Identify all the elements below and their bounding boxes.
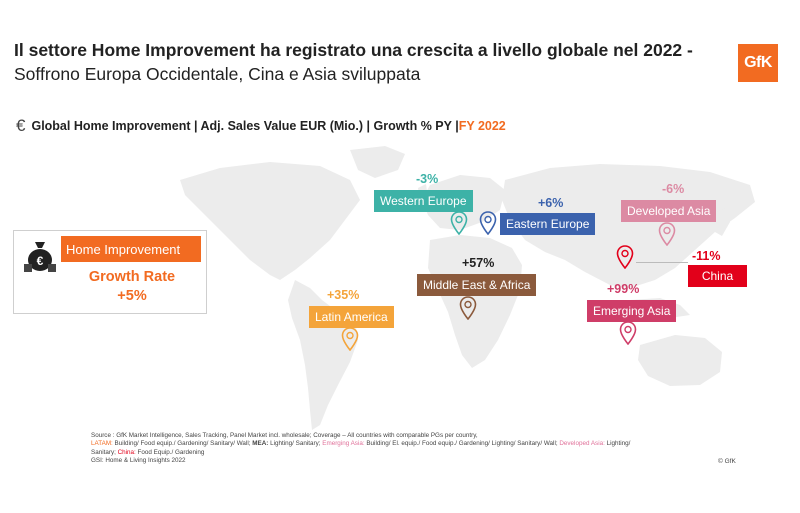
growth-latin-america: +35% bbox=[327, 288, 360, 302]
svg-text:€: € bbox=[37, 254, 44, 268]
label-latin-america: Latin America bbox=[309, 306, 394, 328]
north-america-shape bbox=[180, 162, 360, 280]
subtitle-fy: FY 2022 bbox=[458, 119, 506, 133]
kpi-rate-title: Growth Rate bbox=[88, 269, 176, 285]
source-notes: Source : GfK Market Intelligence, Sales … bbox=[91, 432, 731, 466]
growth-western-europe: -3% bbox=[416, 172, 439, 186]
australia-shape bbox=[638, 335, 722, 386]
china-pin-icon bbox=[616, 245, 634, 269]
label-developed-asia: Developed Asia bbox=[621, 200, 717, 222]
money-bag-icon: € bbox=[24, 242, 56, 272]
subtitle-text: Global Home Improvement | Adj. Sales Val… bbox=[31, 119, 459, 133]
growth-developed-asia: -6% bbox=[662, 182, 685, 196]
growth-china: -11% bbox=[692, 249, 721, 263]
gfk-logo: GfK bbox=[738, 44, 778, 82]
latin-america-pin-icon bbox=[341, 327, 359, 351]
growth-emerging-asia: +99% bbox=[607, 282, 640, 296]
label-eastern-europe: Eastern Europe bbox=[500, 213, 596, 235]
kpi-rate-value: +5% bbox=[117, 288, 147, 304]
copyright: © GfK bbox=[718, 458, 736, 465]
source-line-4: GSI: Home & Living Insights 2022 bbox=[91, 457, 186, 465]
page-title: Il settore Home Improvement ha registrat… bbox=[14, 38, 714, 86]
source-line-3: Sanitary; China: Food Equip./ Gardening bbox=[91, 448, 205, 456]
south-america-shape bbox=[288, 280, 358, 430]
kpi-growth-rate: Growth Rate +5% bbox=[62, 268, 202, 306]
growth-middle-east-africa: +57% bbox=[462, 256, 495, 270]
china-connector-line bbox=[636, 262, 688, 263]
label-china: China bbox=[688, 265, 747, 287]
subtitle: € Global Home Improvement | Adj. Sales V… bbox=[16, 116, 506, 136]
title-bold: Il settore Home Improvement ha registrat… bbox=[14, 40, 693, 60]
greenland-shape bbox=[350, 146, 405, 178]
source-line-1: Source : GfK Market Intelligence, Sales … bbox=[91, 432, 478, 439]
growth-eastern-europe: +6% bbox=[538, 196, 564, 210]
source-line-2: LATAM: Building/ Food equip./ Gardening/… bbox=[91, 440, 631, 448]
japan-shape bbox=[715, 208, 730, 236]
developed-asia-pin-icon bbox=[658, 222, 676, 246]
label-emerging-asia: Emerging Asia bbox=[587, 300, 677, 322]
euro-icon: € bbox=[16, 116, 26, 135]
label-western-europe: Western Europe bbox=[374, 190, 473, 212]
label-middle-east-africa: Middle East & Africa bbox=[417, 274, 537, 296]
eastern-europe-pin-icon bbox=[479, 211, 497, 235]
emerging-asia-pin-icon bbox=[619, 321, 637, 345]
middle-east-africa-pin-icon bbox=[459, 296, 477, 320]
western-europe-pin-icon bbox=[450, 211, 468, 235]
asia-shape bbox=[502, 164, 755, 288]
kpi-label: Home Improvement bbox=[61, 236, 201, 262]
title-normal: Soffrono Europa Occidentale, Cina e Asia… bbox=[14, 64, 421, 84]
